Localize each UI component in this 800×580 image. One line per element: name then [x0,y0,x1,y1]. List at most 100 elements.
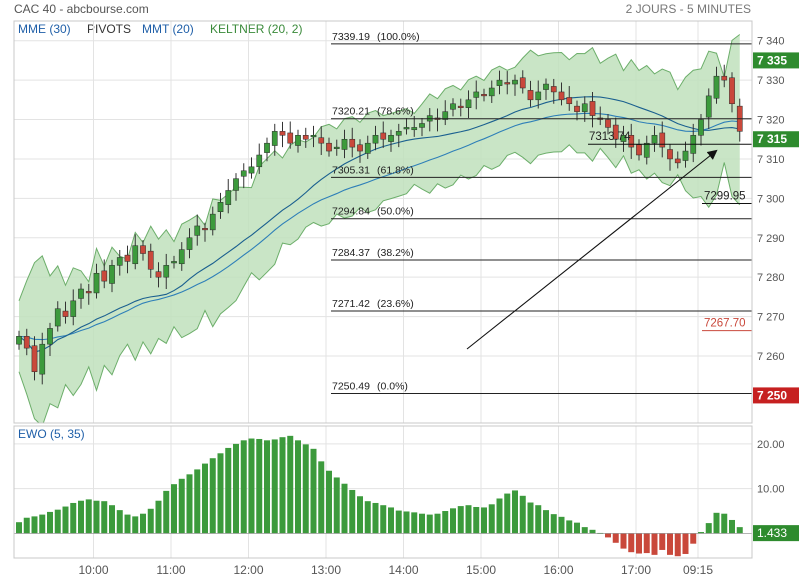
candle-body [163,265,170,278]
candle-body [450,103,456,110]
candle-body [512,79,518,85]
ewo-bar [62,506,69,534]
price-panel [16,34,743,423]
ewo-bar [70,502,77,534]
ewo-bar [302,444,309,534]
x-tick-label: 09:15 [683,563,713,577]
ewo-bar [403,511,410,534]
ewo-bar [496,498,503,534]
y-tick-label: 7 340 [757,36,785,48]
legend-mmt[interactable]: MMT (20) [142,22,194,36]
candle-body [457,105,464,108]
ewo-bar [372,502,379,534]
candle-body [721,75,728,81]
ewo-bar [248,438,255,534]
ewo-bar [279,437,286,534]
candle-body [682,150,689,161]
x-tick-label: 17:00 [621,563,651,577]
ewo-bar [643,533,650,554]
candle-body [349,138,356,148]
ewo-bar [612,533,619,543]
candle-body [419,123,425,128]
candle-body [124,254,131,262]
ewo-bar [47,511,53,534]
ewo-tick-label: 20.00 [757,439,785,451]
candle-body [295,135,301,146]
candle-body [132,245,139,265]
candle-body [543,83,549,90]
candle-body [473,91,480,98]
ewo-bar [667,533,673,555]
fib-value: 7305.31 [332,164,370,176]
candle-body [78,288,84,299]
candle-body [380,132,387,140]
candle-body [636,144,642,156]
ewo-bar [519,495,526,534]
candle-body [62,310,69,317]
candle-body [310,135,317,138]
legend-keltner[interactable]: KELTNER (20, 2) [210,22,302,36]
candle-body [240,170,247,177]
ewo-bar [434,513,441,534]
ewo-bar [264,440,270,534]
x-tick-label: 12:00 [233,563,263,577]
candle-body [23,336,30,349]
candle-body [659,132,666,148]
candle-body [581,103,588,112]
candle-body [178,249,185,265]
fib-percent: (23.6%) [377,298,414,310]
ewo-bar [310,448,317,534]
chart-title: CAC 40 - abcbourse.com [14,2,149,16]
ewo-bar [124,514,131,534]
x-tick-label: 10:00 [78,563,108,577]
candle-body [256,154,263,168]
fib-value: 7339.19 [332,31,370,43]
ewo-bar [705,523,712,534]
candle-body [550,86,557,93]
ewo-bar [93,500,100,534]
candle-body [488,87,495,97]
candle-body [70,300,77,317]
candle-body [395,131,402,136]
price-tag-label: 7 335 [757,53,787,67]
fib-percent: (50.0%) [377,206,414,218]
fib-value: 7271.42 [332,298,370,310]
support-value: 7299.95 [704,191,746,203]
ewo-bar [581,527,588,534]
candle-body [302,135,309,140]
candle-body [504,82,511,85]
ewo-tick-label: 10.00 [757,484,785,496]
ewo-bar [729,519,735,534]
legend-pivots[interactable]: PIVOTS [87,22,131,36]
ewo-bar [628,533,635,553]
ewo-bar [512,490,518,534]
ewo-bar [690,533,697,544]
fib-value: 7294.84 [332,206,370,218]
ewo-bar [217,453,224,534]
ewo-bar [256,438,263,534]
candle-body [116,257,123,266]
ewo-bar [364,501,371,534]
candle-body [109,265,115,284]
candle-body [372,135,379,144]
ewo-bar [209,458,216,534]
price-tag [753,52,799,69]
ewo-bar [16,522,22,534]
pivot-value: 7313.74 [589,131,631,143]
candle-body [364,142,371,154]
candle-body [651,135,658,144]
candle-body [54,308,61,327]
candle-body [147,250,154,270]
ewo-bar [442,511,449,534]
ewo-bar [620,533,627,549]
y-tick-label: 7 260 [757,351,785,363]
candle-body [171,261,177,264]
legend-mme[interactable]: MME (30) [18,22,71,36]
price-tag [753,131,799,148]
candle-body [574,105,580,112]
ewo-bar [457,506,464,534]
fib-percent: (61.8%) [377,164,414,176]
y-tick-label: 7 320 [757,115,785,127]
candle-body [225,190,232,205]
